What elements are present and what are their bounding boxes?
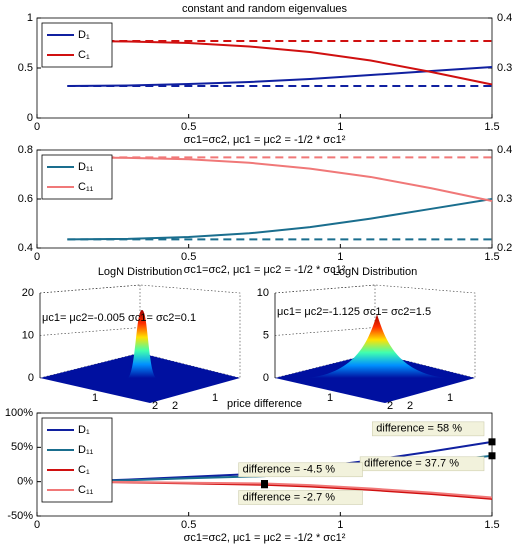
legend-label: C₁ [78, 49, 90, 61]
x-tick-label: 1 [327, 392, 333, 404]
z-grid [39, 327, 141, 336]
z-tick-label: 10 [22, 329, 34, 341]
chart-title: price difference [227, 398, 302, 410]
legend-label: D₁ [78, 424, 90, 436]
y2-tick-label: 0.4 [497, 12, 512, 24]
x-tick-label: 1.5 [484, 121, 499, 133]
x-tick-label: 1.5 [484, 251, 499, 263]
z-grid [39, 284, 141, 294]
annotation-marker [488, 438, 496, 446]
y2-tick-label: 0.3 [497, 193, 512, 205]
legend-box [41, 417, 113, 503]
y-tick-label: 1 [27, 12, 33, 24]
surface-peak [128, 310, 156, 378]
legend-label: D₁₁ [78, 161, 94, 173]
chart-title: constant and random eigenvalues [182, 3, 348, 15]
z-tick-label: 0 [263, 372, 269, 384]
y-tick-label: 0 [27, 112, 33, 124]
annotation-marker [261, 480, 268, 488]
legend-label: C₁₁ [78, 181, 94, 193]
x-tick-label: 1.5 [484, 519, 499, 531]
surface-annotation: μc1= μc2=-1.125 σc1= σc2=1.5 [277, 306, 431, 318]
y-tick-label: 2 [407, 400, 413, 412]
y-tick-label: 1 [212, 392, 218, 404]
x-tick-label: 1 [337, 121, 343, 133]
z-tick-label: 10 [257, 287, 269, 299]
y2-tick-label: 0.2 [497, 242, 512, 254]
annotation-box [238, 462, 363, 478]
annotation-box [371, 421, 485, 437]
annotation-box [238, 490, 363, 505]
x-tick-label: 1 [337, 519, 343, 531]
y-tick-label: 50% [11, 441, 33, 453]
x-tick-label: 2 [152, 400, 158, 412]
annotation-label: difference = -4.5 % [243, 464, 336, 476]
y-tick-label: 0.8 [18, 144, 33, 156]
x-tick-label: 1 [337, 251, 343, 263]
y-tick-label: 100% [5, 407, 33, 419]
x-tick-label: 0.5 [181, 251, 196, 263]
y-tick-label: 1 [447, 392, 453, 404]
legend-box [41, 154, 113, 200]
z-tick-label: 20 [22, 287, 34, 299]
annotation-marker [488, 452, 496, 460]
annotation-label: difference = 37.7 % [364, 458, 459, 470]
z-grid [274, 284, 376, 294]
legend-box [41, 22, 113, 68]
plot-area [36, 17, 493, 119]
z-tick-label: 5 [263, 329, 269, 341]
y-tick-label: 2 [172, 400, 178, 412]
y2-tick-label: 0.3 [497, 62, 512, 74]
x-axis-label: σc1=σc2, μc1 = μc2 = -1/2 * σc1² [184, 134, 346, 146]
y2-tick-label: 0.4 [497, 144, 512, 156]
annotation-label: difference = -2.7 % [243, 491, 336, 503]
legend-label: D₁ [78, 29, 90, 41]
surface-peak [307, 314, 447, 378]
x-tick-label: 0 [34, 519, 40, 531]
legend-label: D₁₁ [78, 444, 94, 456]
chart-title: LogN Distribution [333, 266, 417, 278]
x-tick-label: 0.5 [181, 519, 196, 531]
x-tick-label: 2 [387, 400, 393, 412]
x-tick-label: 0.5 [181, 121, 196, 133]
annotation-label: difference = 58 % [376, 423, 462, 435]
x-axis-label: σc1=σc2, μc1 = μc2 = -1/2 * σc1² [184, 532, 346, 544]
series-line [67, 480, 493, 499]
z-tick-label: 0 [28, 372, 34, 384]
legend-label: C₁₁ [78, 484, 94, 496]
x-tick-label: 1 [92, 392, 98, 404]
chart-title: LogN Distribution [98, 266, 182, 278]
surface-annotation: μc1= μc2=-0.005 σc1= σc2=0.1 [42, 312, 196, 324]
y-tick-label: 0% [17, 476, 33, 488]
y-tick-label: -50% [7, 510, 33, 522]
y-tick-label: 0.6 [18, 193, 33, 205]
x-tick-label: 0 [34, 121, 40, 133]
y-tick-label: 0.4 [18, 242, 33, 254]
legend-label: C₁ [78, 464, 90, 476]
z-grid [274, 327, 376, 336]
x-axis-label: σc1=σc2, μc1 = μc2 = -1/2 * σc1² [184, 264, 346, 276]
x-tick-label: 0 [34, 251, 40, 263]
y-tick-label: 0.5 [18, 62, 33, 74]
